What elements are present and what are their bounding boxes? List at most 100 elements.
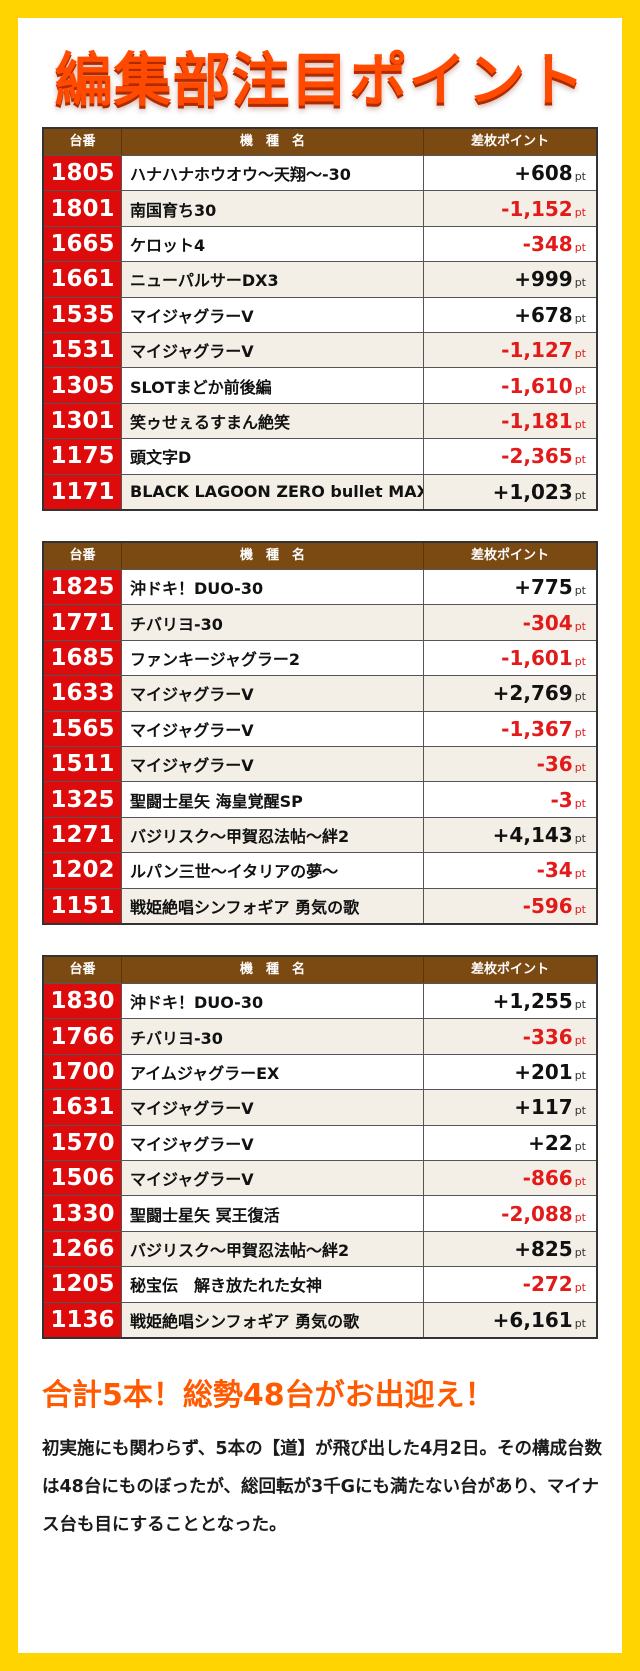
table-row: 1330 聖闘士星矢 冥王復活 -2,088 pt <box>44 1195 596 1231</box>
machine-number: 1766 <box>44 1019 122 1054</box>
points-cell: +775 pt <box>424 570 596 604</box>
points-cell: +825 pt <box>424 1231 596 1267</box>
table-row: 1570 マイジャグラーV +22 pt <box>44 1124 596 1160</box>
points-value: +1,023 <box>492 479 573 504</box>
table-row: 1830 沖ドキ！DUO-30 +1,255 pt <box>44 983 596 1019</box>
table-row: 1175 頭文字D -2,365 pt <box>44 438 596 474</box>
points-value: +4,143 <box>492 822 573 847</box>
table-row: 1205 秘宝伝 解き放たれた女神 -272 pt <box>44 1266 596 1302</box>
points-cell: -272 pt <box>424 1267 596 1301</box>
table-row: 1685 ファンキージャグラー2 -1,601 pt <box>44 639 596 676</box>
table-body: 1805 ハナハナホウオウ〜天翔〜-30 +608 pt 1801 南国育ち30 -1,15… <box>44 155 596 509</box>
points-value: -1,610 <box>501 373 573 398</box>
points-unit: pt <box>574 453 586 467</box>
points-unit: pt <box>574 240 586 254</box>
summary-text: 初実施にも関わらず、5本の【道】が飛び出した4月2日。その構成台数は48台にもの… <box>42 1439 602 1535</box>
table-row: 1511 マイジャグラーV -36 pt <box>44 745 596 782</box>
machine-number: 1325 <box>44 782 122 817</box>
points-unit: pt <box>574 1210 586 1224</box>
machine-number: 1531 <box>44 332 122 368</box>
table-row: 1700 アイムジャグラーEX +201 pt <box>44 1053 596 1090</box>
machine-name: 南国育ち30 <box>122 191 424 226</box>
table-row: 1801 南国育ち30 -1,152 pt <box>44 190 596 226</box>
machine-name: 戦姫絶唱シンフォギア 勇気の歌 <box>122 888 424 923</box>
points-unit: pt <box>574 347 586 361</box>
points-value: -1,181 <box>501 408 573 433</box>
table-row: 1506 マイジャグラーV -866 pt <box>44 1159 596 1196</box>
machine-number: 1151 <box>44 888 122 923</box>
machine-name: マイジャグラーV <box>122 676 424 711</box>
points-value: +608 <box>514 161 573 186</box>
machine-number: 1202 <box>44 853 122 888</box>
machine-name: BLACK LAGOON ZERO bullet MAX <box>122 474 424 509</box>
table-row: 1171 BLACK LAGOON ZERO bullet MAX +1,023 pt <box>44 473 596 509</box>
machine-name: ニューパルサーDX3 <box>122 262 424 297</box>
header-points: 差枚ポイント <box>470 962 549 977</box>
points-value: -272 <box>522 1272 573 1297</box>
points-value: +775 <box>514 575 573 600</box>
machine-number: 1570 <box>44 1125 122 1160</box>
table-body: 1825 沖ドキ！DUO-30 +775 pt 1771 チバリヨ-30 -304 pt 168… <box>44 569 596 923</box>
table-row: 1633 マイジャグラーV +2,769 pt <box>44 675 596 711</box>
points-cell: -1,367 pt <box>424 712 596 746</box>
points-cell: -866 pt <box>424 1160 596 1196</box>
machine-table-2: 台番 機 種 名 差枚ポイント 1825 沖ドキ！DUO-30 +775 pt 1771… <box>42 541 598 925</box>
points-cell: -1,181 pt <box>424 403 596 439</box>
points-cell: +4,143 pt <box>424 817 596 853</box>
points-value: -866 <box>522 1166 573 1191</box>
table-row: 1565 マイジャグラーV -1,367 pt <box>44 710 596 746</box>
machine-table-1: 台番 機 種 名 差枚ポイント 1805 ハナハナホウオウ〜天翔〜-30 +608 p… <box>42 127 598 511</box>
table-row: 1271 バジリスク〜甲賀忍法帖〜絆2 +4,143 pt <box>44 816 596 853</box>
table-body: 1830 沖ドキ！DUO-30 +1,255 pt 1766 チバリヨ-30 -336 pt 1… <box>44 983 596 1337</box>
machine-number: 1633 <box>44 676 122 711</box>
table-row: 1631 マイジャグラーV +117 pt <box>44 1089 596 1125</box>
points-cell: -348 pt <box>424 227 596 261</box>
machine-name: ルパン三世〜イタリアの夢〜 <box>122 853 424 888</box>
table-row: 1771 チバリヨ-30 -304 pt <box>44 604 596 640</box>
header-machine-no: 台番 <box>44 129 122 155</box>
points-cell: -36 pt <box>424 746 596 782</box>
machine-name: ハナハナホウオウ〜天翔〜-30 <box>122 156 424 191</box>
points-unit: pt <box>574 831 586 845</box>
points-cell: -1,127 pt <box>424 332 596 368</box>
points-cell: -2,365 pt <box>424 439 596 473</box>
table-row: 1301 笑ゥせぇるすまん絶笑 -1,181 pt <box>44 402 596 439</box>
points-unit: pt <box>574 761 586 775</box>
machine-number: 1685 <box>44 640 122 676</box>
points-unit: pt <box>574 1316 586 1330</box>
points-unit: pt <box>574 867 586 881</box>
points-unit: pt <box>574 1068 586 1082</box>
points-value: +1,255 <box>492 989 573 1014</box>
points-unit: pt <box>574 1281 586 1295</box>
table-header: 台番 機 種 名 差枚ポイント <box>44 543 596 569</box>
points-unit: pt <box>574 170 586 184</box>
points-cell: +117 pt <box>424 1090 596 1125</box>
machine-number: 1171 <box>44 474 122 509</box>
table-row: 1825 沖ドキ！DUO-30 +775 pt <box>44 569 596 605</box>
table-header: 台番 機 種 名 差枚ポイント <box>44 129 596 155</box>
header-machine-name: 機 種 名 <box>122 543 424 569</box>
machine-number: 1175 <box>44 439 122 474</box>
machine-name: バジリスク〜甲賀忍法帖〜絆2 <box>122 817 424 853</box>
points-unit: pt <box>574 1245 586 1259</box>
points-cell: +2,769 pt <box>424 676 596 711</box>
table-row: 1805 ハナハナホウオウ〜天翔〜-30 +608 pt <box>44 155 596 191</box>
points-cell: +1,023 pt <box>424 474 596 509</box>
points-cell: +1,255 pt <box>424 984 596 1018</box>
points-unit: pt <box>574 690 586 704</box>
points-unit: pt <box>574 584 586 598</box>
points-value: -36 <box>536 752 573 777</box>
points-cell: -1,601 pt <box>424 641 596 675</box>
points-cell: +678 pt <box>424 298 596 332</box>
machine-name: SLOTまどか前後編 <box>122 368 424 403</box>
points-value: -1,367 <box>501 716 573 741</box>
points-unit: pt <box>574 796 586 810</box>
points-unit: pt <box>574 1175 586 1189</box>
machine-name: マイジャグラーV <box>122 1160 424 1196</box>
points-unit: pt <box>574 725 586 739</box>
points-value: +22 <box>528 1130 573 1155</box>
machine-name: チバリヨ-30 <box>122 605 424 640</box>
machine-number: 1535 <box>44 297 122 332</box>
points-value: -2,365 <box>501 444 573 469</box>
points-cell: +999 pt <box>424 262 596 297</box>
